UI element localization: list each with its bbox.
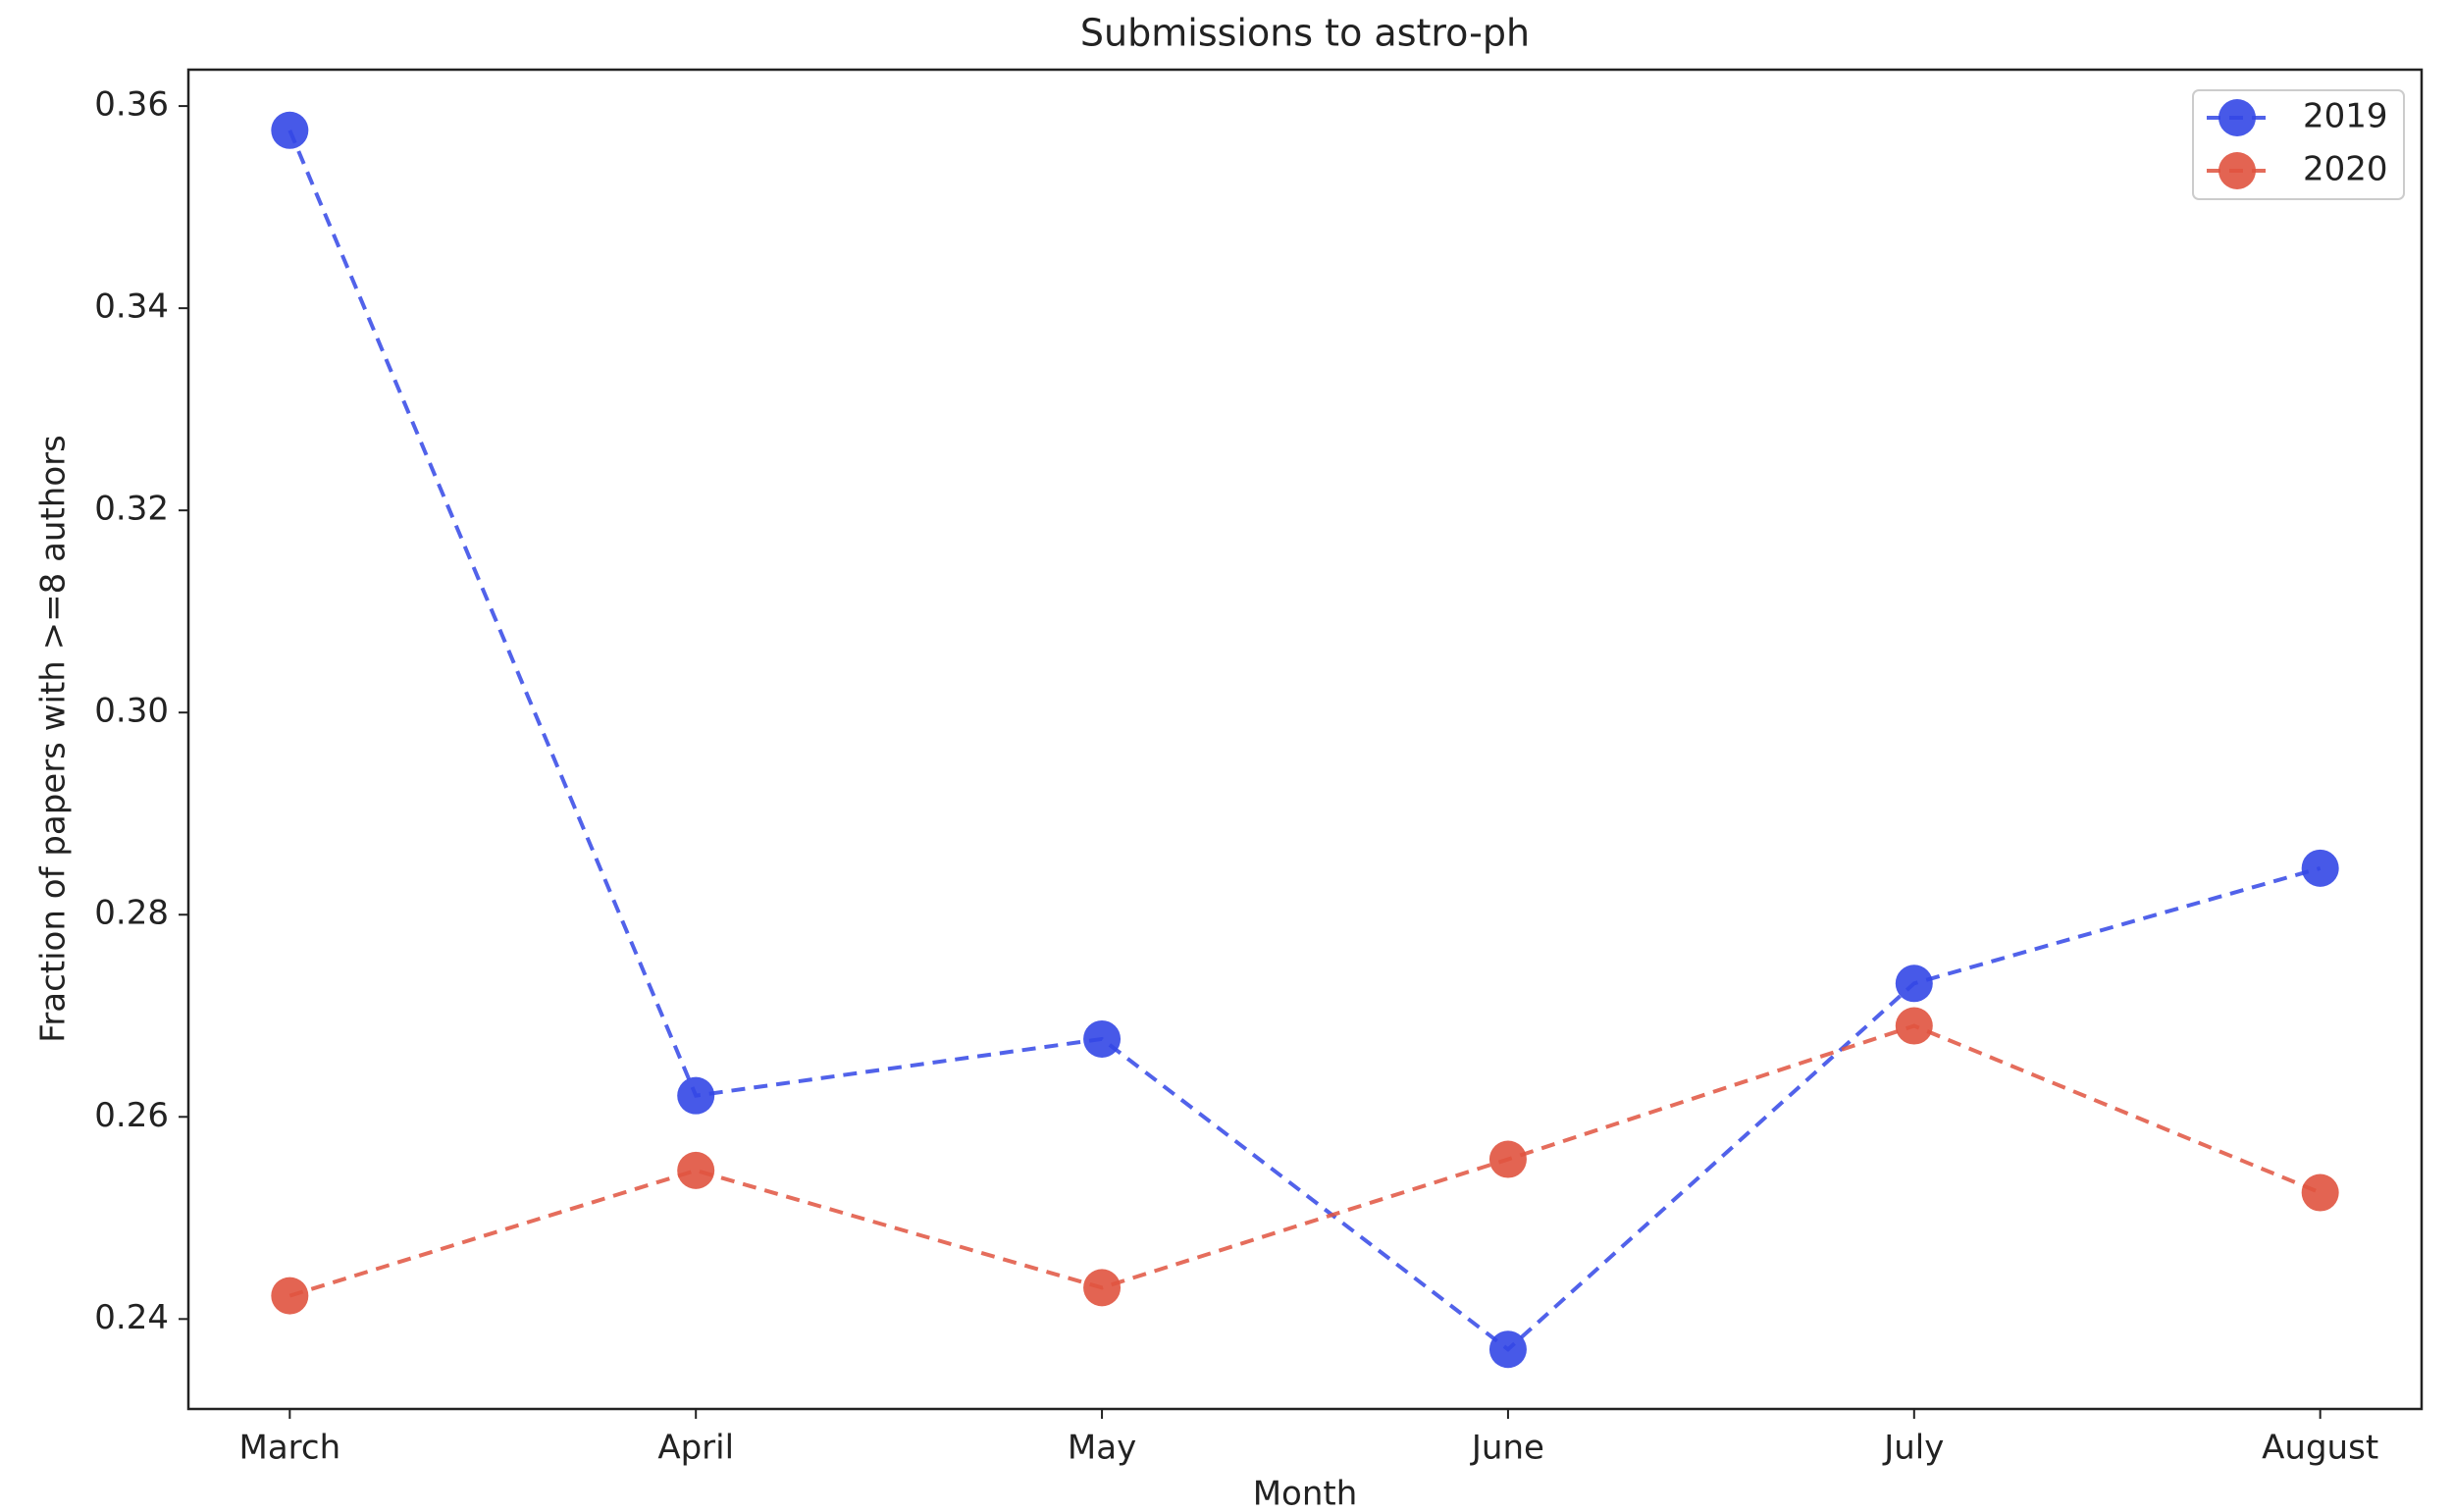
data-point xyxy=(677,1151,715,1189)
x-tick-label: March xyxy=(239,1429,341,1468)
data-point xyxy=(1895,965,1933,1003)
legend-marker xyxy=(2218,99,2256,136)
y-tick-label: 0.28 xyxy=(94,894,169,933)
x-tick-label: August xyxy=(2262,1429,2378,1468)
y-tick-label: 0.26 xyxy=(94,1096,169,1135)
chart-title: Submissions to astro-ph xyxy=(1080,12,1530,55)
legend-label: 2019 xyxy=(2303,97,2388,136)
data-point xyxy=(1083,1269,1122,1307)
y-tick-label: 0.24 xyxy=(94,1298,169,1337)
data-point xyxy=(271,1277,309,1315)
series-line xyxy=(287,130,2322,1352)
y-tick-label: 0.30 xyxy=(94,692,169,731)
data-point xyxy=(271,111,309,149)
data-point xyxy=(2301,1173,2339,1212)
y-tick-label: 0.36 xyxy=(94,85,169,125)
x-axis-label: Month xyxy=(1253,1475,1358,1512)
plot-frame xyxy=(186,68,2424,1411)
data-point xyxy=(1895,1007,1933,1045)
y-axis-label: Fraction of papers with >=8 authors xyxy=(34,435,74,1043)
data-point xyxy=(1083,1019,1122,1058)
x-tick-label: May xyxy=(1068,1429,1136,1468)
legend-marker xyxy=(2218,152,2256,189)
data-point xyxy=(1488,1140,1527,1178)
y-tick-label: 0.32 xyxy=(94,490,169,529)
x-tick-label: April xyxy=(657,1429,734,1468)
legend-label: 2020 xyxy=(2303,150,2388,189)
x-tick-label: July xyxy=(1882,1429,1944,1468)
data-point xyxy=(677,1076,715,1115)
y-tick-label: 0.34 xyxy=(94,287,169,327)
x-tick-label: June xyxy=(1470,1429,1544,1468)
data-point xyxy=(1488,1330,1527,1369)
data-point xyxy=(2301,849,2339,887)
